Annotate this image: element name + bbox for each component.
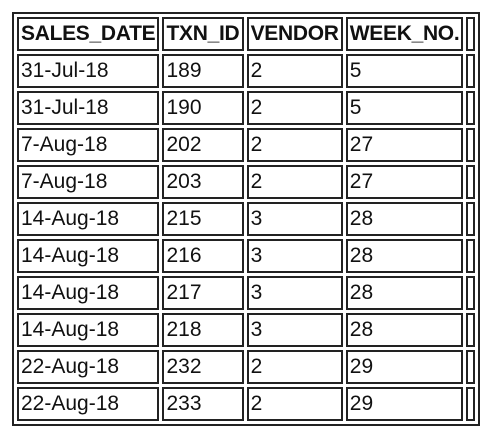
cell-vendor: 2 xyxy=(246,54,343,88)
cell-cutoff-column xyxy=(466,202,475,236)
cell-vendor: 2 xyxy=(246,165,343,199)
cell-week-no: 5 xyxy=(345,54,464,88)
cell-sales-date: 14-Aug-18 xyxy=(17,313,160,347)
cell-txn-id: 216 xyxy=(162,239,244,273)
cell-txn-id: 232 xyxy=(162,350,244,384)
cell-txn-id: 217 xyxy=(162,276,244,310)
sales-table-container: SALES_DATE TXN_ID VENDOR WEEK_NO. 31-Jul… xyxy=(12,12,480,426)
cell-vendor: 3 xyxy=(246,202,343,236)
cell-txn-id: 203 xyxy=(162,165,244,199)
cell-cutoff-column xyxy=(466,54,475,88)
cell-txn-id: 202 xyxy=(162,128,244,162)
table-row: 22-Aug-18 232 2 29 xyxy=(17,350,475,384)
cell-vendor: 2 xyxy=(246,387,343,421)
cell-sales-date: 31-Jul-18 xyxy=(17,91,160,125)
table-row: 31-Jul-18 189 2 5 xyxy=(17,54,475,88)
cell-txn-id: 218 xyxy=(162,313,244,347)
cell-cutoff-column xyxy=(466,91,475,125)
cell-cutoff-column xyxy=(466,165,475,199)
cell-txn-id: 190 xyxy=(162,91,244,125)
cell-sales-date: 14-Aug-18 xyxy=(17,276,160,310)
cell-txn-id: 189 xyxy=(162,54,244,88)
cell-cutoff-column xyxy=(466,387,475,421)
cell-txn-id: 215 xyxy=(162,202,244,236)
table-row: 7-Aug-18 203 2 27 xyxy=(17,165,475,199)
cell-week-no: 28 xyxy=(345,313,464,347)
table-row: 14-Aug-18 216 3 28 xyxy=(17,239,475,273)
cell-week-no: 28 xyxy=(345,239,464,273)
cell-week-no: 29 xyxy=(345,350,464,384)
cell-vendor: 3 xyxy=(246,239,343,273)
cell-sales-date: 22-Aug-18 xyxy=(17,350,160,384)
cell-week-no: 28 xyxy=(345,202,464,236)
cell-sales-date: 7-Aug-18 xyxy=(17,128,160,162)
header-txn-id: TXN_ID xyxy=(162,17,244,51)
cell-sales-date: 22-Aug-18 xyxy=(17,387,160,421)
cell-sales-date: 14-Aug-18 xyxy=(17,202,160,236)
cell-sales-date: 7-Aug-18 xyxy=(17,165,160,199)
cell-vendor: 3 xyxy=(246,313,343,347)
cell-txn-id: 233 xyxy=(162,387,244,421)
cell-vendor: 2 xyxy=(246,128,343,162)
table-row: 7-Aug-18 202 2 27 xyxy=(17,128,475,162)
cell-vendor: 2 xyxy=(246,350,343,384)
cell-week-no: 27 xyxy=(345,165,464,199)
cell-week-no: 5 xyxy=(345,91,464,125)
cell-week-no: 28 xyxy=(345,276,464,310)
table-row: 14-Aug-18 215 3 28 xyxy=(17,202,475,236)
table-row: 14-Aug-18 217 3 28 xyxy=(17,276,475,310)
header-week-no: WEEK_NO. xyxy=(345,17,464,51)
cell-week-no: 27 xyxy=(345,128,464,162)
cell-cutoff-column xyxy=(466,128,475,162)
table-body: 31-Jul-18 189 2 5 31-Jul-18 190 2 5 7-Aug-18 202 2… xyxy=(17,54,475,421)
cell-sales-date: 14-Aug-18 xyxy=(17,239,160,273)
cell-cutoff-column xyxy=(466,313,475,347)
cell-sales-date: 31-Jul-18 xyxy=(17,54,160,88)
header-cutoff-column xyxy=(466,17,475,51)
cell-vendor: 3 xyxy=(246,276,343,310)
table-row: 22-Aug-18 233 2 29 xyxy=(17,387,475,421)
header-row: SALES_DATE TXN_ID VENDOR WEEK_NO. xyxy=(17,17,475,51)
cell-week-no: 29 xyxy=(345,387,464,421)
sales-table: SALES_DATE TXN_ID VENDOR WEEK_NO. 31-Jul… xyxy=(12,12,480,426)
header-vendor: VENDOR xyxy=(246,17,343,51)
table-row: 31-Jul-18 190 2 5 xyxy=(17,91,475,125)
cell-vendor: 2 xyxy=(246,91,343,125)
cell-cutoff-column xyxy=(466,350,475,384)
cell-cutoff-column xyxy=(466,276,475,310)
cell-cutoff-column xyxy=(466,239,475,273)
table-row: 14-Aug-18 218 3 28 xyxy=(17,313,475,347)
header-sales-date: SALES_DATE xyxy=(17,17,160,51)
